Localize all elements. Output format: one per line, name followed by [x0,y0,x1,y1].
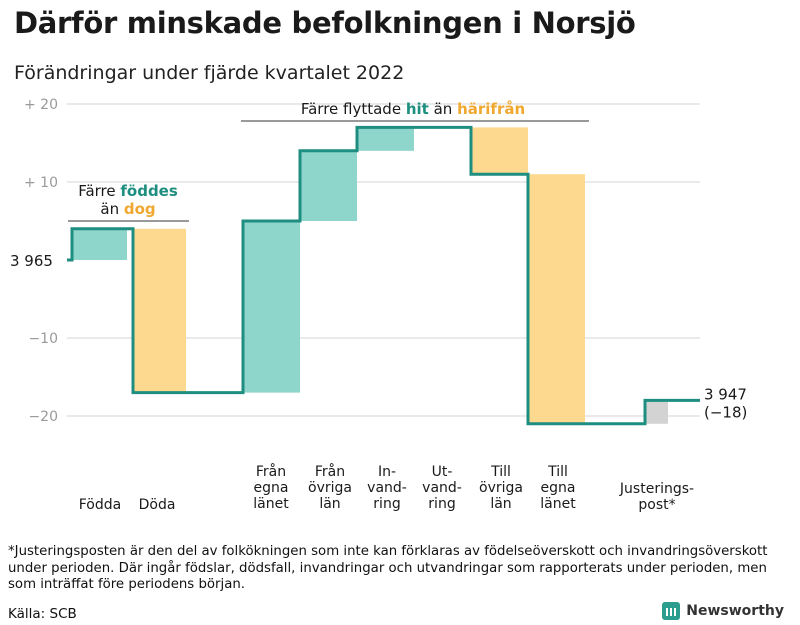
category-label-line: egna [254,480,289,496]
category-label-fodda: Födda [79,497,121,513]
category-label-line: ring [373,496,400,512]
y-tick-label-2: −10 [28,331,58,347]
start-value-label: 3 965 [10,252,53,270]
category-label-line: Från [256,463,286,480]
category-label-line: Från [315,463,345,480]
bar-till_ovriga [471,127,528,175]
footnote: *Justeringsposten är den del av folkökni… [8,544,768,592]
category-label-line: Födda [79,497,121,513]
category-label-line: Till [490,464,511,480]
brand-name: Newsworthy [686,603,784,619]
annotation-moves-text: Färre flyttade hit än härifrån [301,100,525,118]
waterfall-chart: + 20 + 10 −10 −20 3 965 3 947(−18) Födda Döda Fr… [10,97,747,513]
y-tick-label-3: −20 [28,409,58,425]
end-value-label: 3 947 [704,385,747,403]
end-change-label: (−18) [704,403,747,421]
bar-fran_egna [243,221,300,393]
category-label-line: egna [541,480,576,496]
category-label-line: Döda [139,497,176,513]
annotation-births-line2: än dog [100,200,155,218]
category-label-utvandring: Ut-vand-ring [422,464,462,512]
category-label-line: Justerings- [619,481,694,497]
running-total-line [67,125,700,426]
category-label-line: län [319,496,340,512]
bar-till_egna [528,174,585,424]
category-label-line: länet [540,496,576,512]
y-tick-label-0: + 20 [24,97,58,113]
bar-justering [645,400,668,424]
bar-fodda [72,228,127,260]
category-label-line: Till [547,464,568,480]
category-label-line: Ut- [432,464,453,480]
y-tick-label-1: + 10 [24,175,58,191]
bar-doda [133,228,186,393]
category-label-line: län [490,496,511,512]
category-label-line: vand- [367,480,407,496]
category-label-invandring: In-vand-ring [367,464,407,512]
category-label-line: övriga [479,480,523,496]
category-label-line: länet [253,496,289,512]
category-label-justering: Justerings-post* [619,481,694,513]
chart-subtitle: Förändringar under fjärde kvartalet 2022 [14,62,405,84]
category-label-line: In- [378,464,396,480]
category-label-line: post* [638,497,675,513]
annotation-births-line1: Färre föddes [78,182,178,200]
source-label: Källa: SCB [8,606,77,622]
brand: Newsworthy [662,602,784,620]
bar-invandring [357,127,414,151]
category-label-line: ring [428,496,455,512]
bar-fran_ovriga [300,150,357,221]
category-label-line: vand- [422,480,462,496]
category-label-doda: Döda [139,497,176,513]
category-label-line: övriga [308,480,352,496]
chart-title: Därför minskade befolkningen i Norsjö [14,6,636,40]
annotation-moves: Färre flyttade hit än härifrån [241,100,589,122]
newsworthy-logo-icon [662,602,681,620]
